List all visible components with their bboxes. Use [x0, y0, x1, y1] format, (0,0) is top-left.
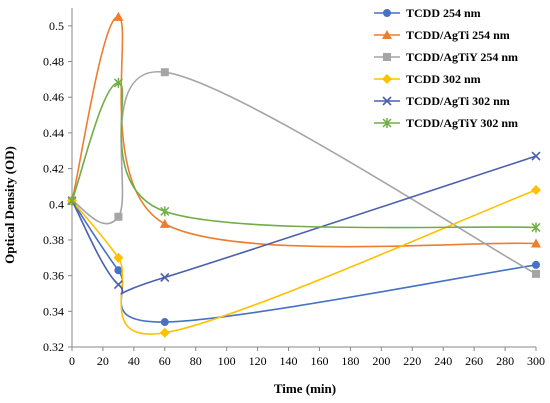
data-point — [531, 151, 541, 161]
legend-marker — [383, 53, 391, 61]
legend-item: TCDD/AgTi 302 nm — [374, 94, 510, 108]
y-tick-label: 0.48 — [43, 55, 64, 69]
y-tick-label: 0.5 — [49, 19, 64, 33]
data-point — [160, 206, 170, 217]
legend-marker — [383, 9, 391, 17]
x-tick-label: 180 — [341, 354, 359, 368]
axes: 0 20 40 60 80 100 120 140 160 180 200 220 240 260 280 3… — [43, 8, 545, 368]
y-axis-title: Optical Density (OD) — [2, 146, 17, 264]
data-point — [532, 269, 540, 278]
data-point — [113, 252, 124, 263]
y-tick-label: 0.36 — [43, 269, 64, 283]
series-4 — [67, 151, 541, 295]
x-tick-label: 0 — [69, 354, 75, 368]
series-line — [71, 71, 537, 275]
legend-marker — [382, 30, 392, 39]
x-tick-label: 140 — [280, 354, 298, 368]
x-tick-label: 300 — [527, 354, 545, 368]
series-5 — [67, 77, 541, 233]
x-axis-title: Time (min) — [274, 381, 336, 396]
legend-label: TCDD 254 nm — [406, 6, 481, 20]
y-tick-label: 0.38 — [43, 233, 64, 247]
legend-item: TCDD/AgTiY 254 nm — [374, 50, 518, 64]
series-line — [71, 16, 537, 248]
legend-item: TCDD 254 nm — [374, 6, 481, 20]
series-line — [71, 189, 537, 335]
x-tick-label: 160 — [310, 354, 328, 368]
x-tick-label: 80 — [190, 354, 202, 368]
data-point — [532, 260, 540, 269]
x-tick-label: 100 — [218, 354, 236, 368]
x-tick-label: 40 — [128, 354, 140, 368]
series-line — [71, 155, 537, 295]
data-point — [160, 272, 170, 282]
data-point — [531, 238, 541, 248]
legend-item: TCDD 302 nm — [374, 72, 481, 86]
series-line — [71, 82, 537, 229]
legend-label: TCDD/AgTi 254 nm — [406, 28, 510, 42]
x-tick-label: 260 — [465, 354, 483, 368]
x-tick-label: 120 — [249, 354, 267, 368]
legend-marker — [382, 74, 392, 84]
legend-label: TCDD/AgTi 302 nm — [406, 94, 510, 108]
series-line — [71, 200, 537, 323]
data-point — [113, 77, 123, 88]
data-point — [531, 222, 541, 233]
data-point — [159, 327, 170, 338]
data-point — [114, 266, 123, 275]
legend-marker — [382, 118, 392, 128]
data-point — [159, 218, 170, 228]
legend-marker — [382, 96, 392, 106]
y-tick-label: 0.42 — [43, 162, 64, 176]
legend-item: TCDD/AgTi 254 nm — [374, 28, 510, 42]
y-tick-label: 0.34 — [43, 304, 64, 318]
x-tick-label: 20 — [97, 354, 109, 368]
x-tick-label: 60 — [159, 354, 171, 368]
data-point — [160, 318, 169, 327]
data-point — [67, 195, 77, 206]
legend-label: TCDD/AgTiY 302 nm — [406, 116, 518, 130]
y-tick-label: 0.4 — [49, 197, 64, 211]
data-point — [531, 184, 541, 195]
x-tick-label: 220 — [403, 354, 421, 368]
y-tick-label: 0.46 — [43, 90, 64, 104]
legend-item: TCDD/AgTiY 302 nm — [374, 116, 518, 130]
data-point — [113, 279, 123, 290]
data-point — [160, 68, 169, 77]
legend-label: TCDD/AgTiY 254 nm — [406, 50, 518, 64]
series-0 — [68, 196, 540, 327]
x-tick-label: 200 — [372, 354, 390, 368]
x-tick-label: 240 — [434, 354, 452, 368]
data-point — [114, 212, 123, 221]
legend-label: TCDD 302 nm — [406, 72, 481, 86]
x-tick-label: 280 — [496, 354, 514, 368]
y-tick-label: 0.32 — [43, 340, 64, 354]
data-point — [113, 11, 124, 21]
legend: TCDD 254 nm TCDD/AgTi 254 nm TCDD/AgTiY 25… — [374, 6, 518, 130]
series-3 — [67, 184, 541, 338]
series-layer — [67, 11, 541, 338]
y-tick-label: 0.44 — [43, 126, 64, 140]
